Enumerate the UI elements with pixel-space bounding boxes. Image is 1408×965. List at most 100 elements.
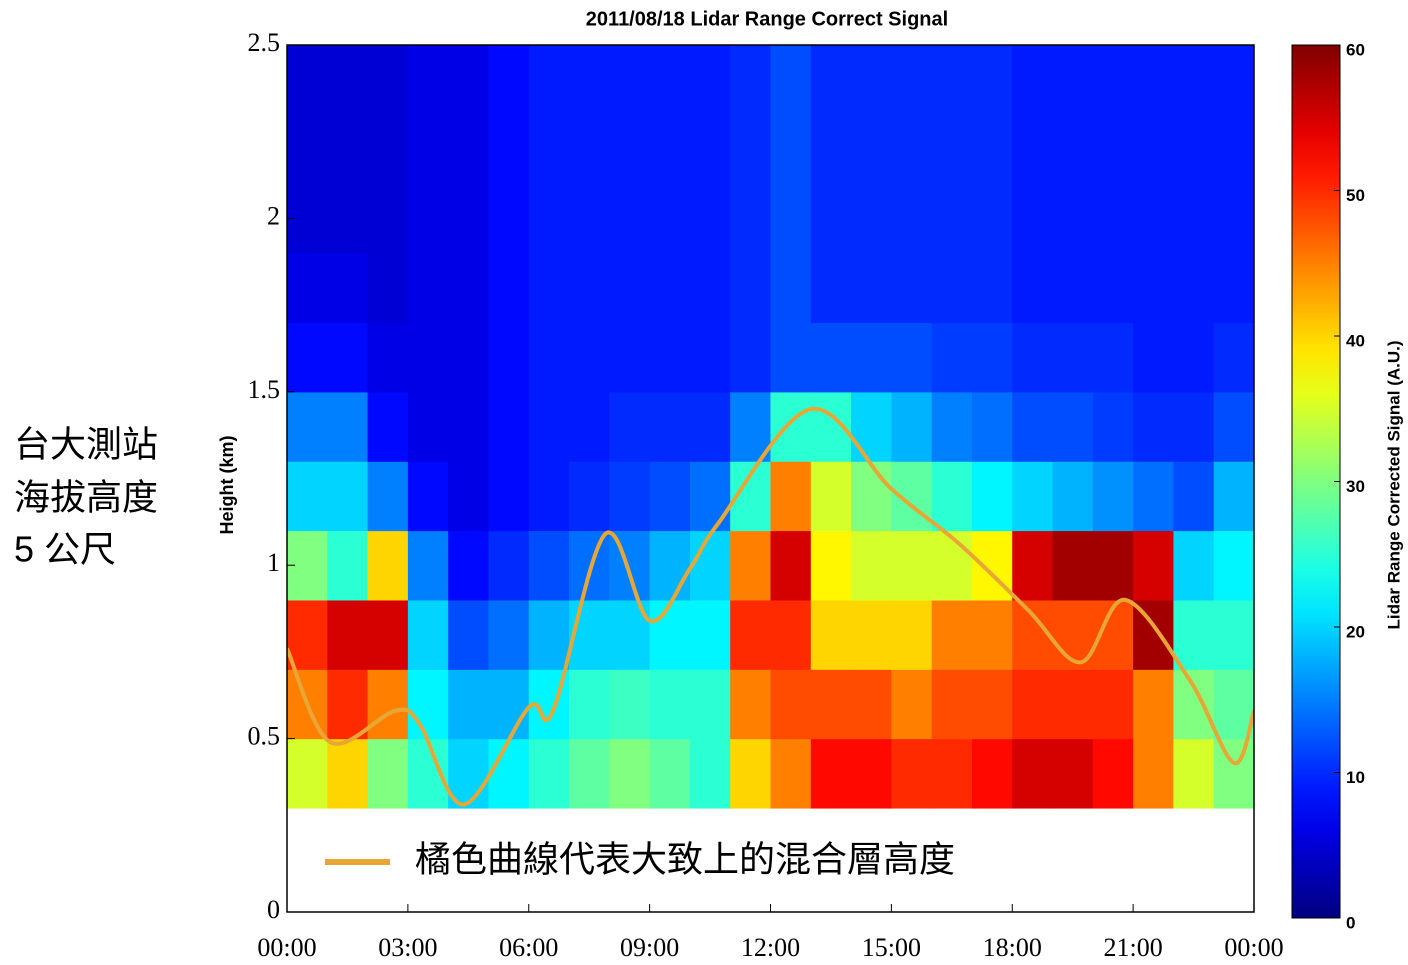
heat-cell	[1052, 253, 1094, 324]
heat-cell	[367, 669, 409, 740]
chart-title: 2011/08/18 Lidar Range Correct Signal	[586, 8, 948, 30]
heat-cell	[569, 114, 610, 185]
heat-cell	[891, 530, 933, 601]
heat-cell	[851, 253, 892, 324]
heat-cell	[770, 669, 812, 740]
colorbar-tick-label: 40	[1346, 331, 1365, 350]
heat-cell	[287, 45, 328, 115]
heat-cell	[689, 183, 731, 254]
heat-cell	[1133, 391, 1175, 462]
heat-cell	[327, 530, 369, 601]
heat-cell	[1173, 391, 1215, 462]
x-tick-label: 00:00	[1224, 933, 1283, 962]
heat-cell	[367, 45, 409, 115]
heat-cell	[609, 738, 651, 809]
x-tick-label: 21:00	[1104, 933, 1163, 962]
heat-cell	[569, 253, 610, 324]
heat-cell	[891, 599, 933, 670]
heat-cell	[327, 738, 369, 809]
heat-cell	[689, 530, 731, 601]
heat-cell	[1173, 183, 1215, 254]
heat-cell	[891, 391, 933, 462]
x-tick-label: 12:00	[741, 933, 800, 962]
heat-cell	[931, 45, 973, 115]
heat-cell	[1052, 530, 1094, 601]
heat-cell	[1092, 322, 1134, 393]
heat-cell	[327, 253, 369, 324]
heat-cell	[407, 391, 449, 462]
heat-cell	[367, 461, 409, 532]
colorbar	[1291, 44, 1341, 919]
heat-cell	[1092, 391, 1134, 462]
heat-cell	[448, 183, 490, 254]
heat-cell	[689, 461, 731, 532]
heat-cell	[327, 114, 369, 185]
heat-cell	[730, 391, 772, 462]
heat-cell	[1012, 530, 1054, 601]
heat-cell	[448, 253, 490, 324]
x-tick-label: 09:00	[620, 933, 679, 962]
heat-cell	[1012, 253, 1054, 324]
heat-cell	[569, 669, 610, 740]
heat-cell	[689, 253, 731, 324]
heat-cell	[287, 114, 328, 185]
heat-cell	[367, 253, 409, 324]
heat-cell	[810, 669, 852, 740]
heat-cell	[891, 322, 933, 393]
x-tick-label: 06:00	[499, 933, 558, 962]
y-tick-label: 2	[267, 201, 280, 230]
heat-cell	[1092, 183, 1134, 254]
heat-cell	[448, 599, 490, 670]
heat-cell	[1052, 45, 1094, 115]
heat-cell	[1133, 669, 1175, 740]
heat-cell	[730, 530, 772, 601]
heat-cell	[1213, 738, 1254, 809]
heat-cell	[1213, 322, 1254, 393]
heat-cell	[327, 391, 369, 462]
heat-cell	[851, 461, 892, 532]
heat-cell	[730, 45, 772, 115]
heat-cell	[1213, 183, 1254, 254]
heat-cell	[448, 391, 490, 462]
heat-cell	[407, 669, 449, 740]
annotation: 5 公尺	[14, 529, 116, 570]
heat-cell	[1092, 45, 1134, 115]
heat-cell	[689, 322, 731, 393]
heat-cell	[770, 45, 812, 115]
heat-cell	[407, 183, 449, 254]
heat-cell	[1173, 738, 1215, 809]
heat-cell	[1133, 114, 1175, 185]
heat-cell	[609, 391, 651, 462]
heat-cell	[810, 530, 852, 601]
heat-cell	[931, 322, 973, 393]
heat-cell	[569, 461, 610, 532]
heat-cell	[891, 183, 933, 254]
heat-cell	[810, 45, 852, 115]
heat-cell	[1213, 391, 1254, 462]
heat-cell	[488, 391, 530, 462]
heat-cell	[407, 45, 449, 115]
heat-cell	[931, 253, 973, 324]
heat-cell	[488, 669, 530, 740]
heat-cell	[891, 114, 933, 185]
heat-cell	[730, 738, 772, 809]
colorbar-tick-label: 10	[1346, 768, 1365, 787]
heat-cell	[851, 183, 892, 254]
heat-cell	[488, 183, 530, 254]
heat-cell	[609, 253, 651, 324]
heat-cell	[569, 738, 610, 809]
heat-cell	[931, 530, 973, 601]
heat-cell	[1133, 461, 1175, 532]
heat-cell	[730, 183, 772, 254]
x-tick-label: 18:00	[983, 933, 1042, 962]
heat-cell	[770, 599, 812, 670]
x-tick-label: 15:00	[862, 933, 921, 962]
heat-cell	[327, 183, 369, 254]
heat-cell	[528, 738, 570, 809]
heat-cell	[971, 461, 1013, 532]
heat-cell	[931, 669, 973, 740]
heat-cell	[488, 253, 530, 324]
heat-cell	[609, 461, 651, 532]
